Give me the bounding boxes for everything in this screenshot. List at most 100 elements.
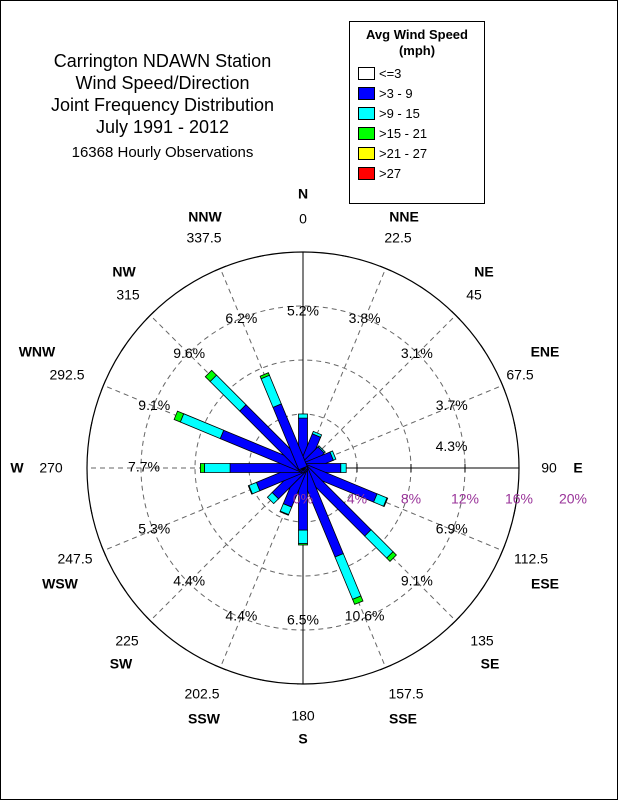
- title-line-4: July 1991 - 2012: [95, 117, 230, 137]
- degree-label-ne: 45: [466, 287, 482, 303]
- direction-tick: [214, 664, 227, 671]
- petal-segment-ssw: [279, 510, 290, 516]
- title-block: Carrington NDAWN Station Wind Speed/Dire…: [10, 50, 315, 161]
- legend-swatch: [358, 126, 375, 140]
- minor-tick: [89, 421, 93, 430]
- legend-title-line-1: Avg Wind Speed: [366, 27, 468, 42]
- compass-label-sse: SSE: [389, 711, 417, 727]
- petal-segment-sw: [266, 491, 280, 505]
- degree-label-sse: 157.5: [388, 686, 423, 702]
- minor-tick: [479, 584, 486, 592]
- radial-tick-label: 12%: [451, 491, 479, 507]
- title-line-3: Joint Frequency Distribution: [50, 95, 275, 115]
- frequency-label-w: 7.7%: [128, 459, 160, 475]
- legend-label: >27: [379, 165, 402, 181]
- petal-segment-wnw: [173, 410, 185, 423]
- legend-label: >21 - 27: [379, 145, 428, 161]
- degree-label-ene: 67.5: [506, 367, 533, 383]
- legend-entry: >3 - 9: [350, 83, 484, 103]
- degree-label-nnw: 337.5: [186, 230, 221, 246]
- frequency-label-nne: 3.8%: [349, 310, 381, 326]
- direction-tick: [499, 544, 506, 557]
- legend-title: Avg Wind Speed (mph): [350, 27, 484, 59]
- frequency-label-s: 6.5%: [287, 612, 319, 628]
- direction-tick: [145, 616, 155, 626]
- petal-segment-sse: [352, 595, 364, 605]
- legend-entry: >15 - 21: [350, 123, 484, 143]
- legend-label: >3 - 9: [379, 85, 413, 101]
- compass-label-wnw: WNW: [19, 344, 56, 360]
- petal-segment-nw: [204, 369, 218, 383]
- legend-swatch: [358, 86, 375, 100]
- grid-spoke: [302, 314, 457, 469]
- legend-swatch: [358, 166, 375, 180]
- petal-segment-sse: [334, 553, 362, 600]
- degree-label-w: 270: [39, 460, 63, 476]
- compass-label-nnw: NNW: [188, 209, 222, 225]
- legend-swatch: [358, 146, 375, 160]
- legend-entry: >9 - 15: [350, 103, 484, 123]
- direction-tick: [499, 379, 506, 392]
- direction-tick: [451, 616, 461, 626]
- legend-label: <=3: [379, 65, 402, 81]
- minor-tick: [89, 506, 93, 515]
- frequency-label-sw: 4.4%: [173, 573, 205, 589]
- compass-label-n: N: [298, 186, 308, 202]
- minor-tick: [341, 678, 350, 682]
- minor-tick: [179, 285, 187, 292]
- degree-label-wnw: 292.5: [49, 367, 84, 383]
- frequency-label-nnw: 6.2%: [225, 310, 257, 326]
- minor-tick: [419, 644, 427, 651]
- radial-tick-label: 0%: [293, 491, 313, 507]
- petal-segment-wnw: [179, 413, 225, 440]
- observations-count: 16368 Hourly Observations: [71, 144, 254, 161]
- frequency-label-ne: 3.1%: [401, 345, 433, 361]
- petal-segment-wsw: [247, 484, 253, 495]
- compass-label-sw: SW: [110, 656, 133, 672]
- compass-label-wsw: WSW: [42, 576, 79, 592]
- compass-label-ne: NE: [474, 264, 493, 280]
- legend-label: >9 - 15: [379, 105, 420, 121]
- minor-tick: [120, 584, 127, 592]
- degree-label-ese: 112.5: [514, 551, 548, 567]
- degree-label-n: 0: [299, 211, 307, 227]
- petal-segment-nnw: [259, 372, 270, 380]
- degree-label-ssw: 202.5: [184, 686, 219, 702]
- minor-tick: [479, 344, 486, 352]
- frequency-label-sse: 10.6%: [345, 607, 385, 623]
- minor-tick: [256, 254, 265, 258]
- legend-entry: <=3: [350, 63, 484, 83]
- frequency-label-nw: 9.6%: [173, 345, 205, 361]
- legend-swatch: [358, 106, 375, 120]
- petal-segment-se: [364, 529, 394, 559]
- frequency-label-ese: 6.9%: [436, 520, 468, 536]
- direction-tick: [100, 544, 107, 557]
- direction-tick: [214, 265, 227, 272]
- legend-title-line-2: (mph): [398, 43, 436, 58]
- compass-label-ene: ENE: [531, 344, 560, 360]
- legend-entry: >27: [350, 163, 484, 183]
- petal-segment-nnw: [260, 374, 282, 408]
- minor-tick: [513, 421, 517, 430]
- degree-label-wsw: 247.5: [57, 551, 92, 567]
- petal-segment-ese: [383, 497, 389, 507]
- petal-segment-nw: [209, 374, 247, 412]
- petal-segment-n: [298, 413, 308, 419]
- minor-tick: [419, 285, 427, 292]
- direction-tick: [451, 310, 461, 320]
- compass-label-nne: NNE: [389, 209, 419, 225]
- legend: Avg Wind Speed (mph) <=3 >3 - 9 >9 - 15 …: [349, 21, 485, 204]
- minor-tick: [179, 644, 187, 651]
- radial-tick-label: 8%: [401, 491, 421, 507]
- direction-tick: [145, 310, 155, 320]
- petal-segment-ne: [317, 445, 326, 454]
- direction-tick: [379, 265, 392, 272]
- petal-segment-s: [298, 529, 308, 544]
- petal-segment-nne: [311, 430, 323, 438]
- degree-label-sw: 225: [115, 633, 139, 649]
- title-line-2: Wind Speed/Direction: [75, 73, 250, 93]
- petal-segment-se: [386, 551, 397, 562]
- minor-tick: [341, 254, 350, 258]
- compass-label-se: SE: [481, 656, 500, 672]
